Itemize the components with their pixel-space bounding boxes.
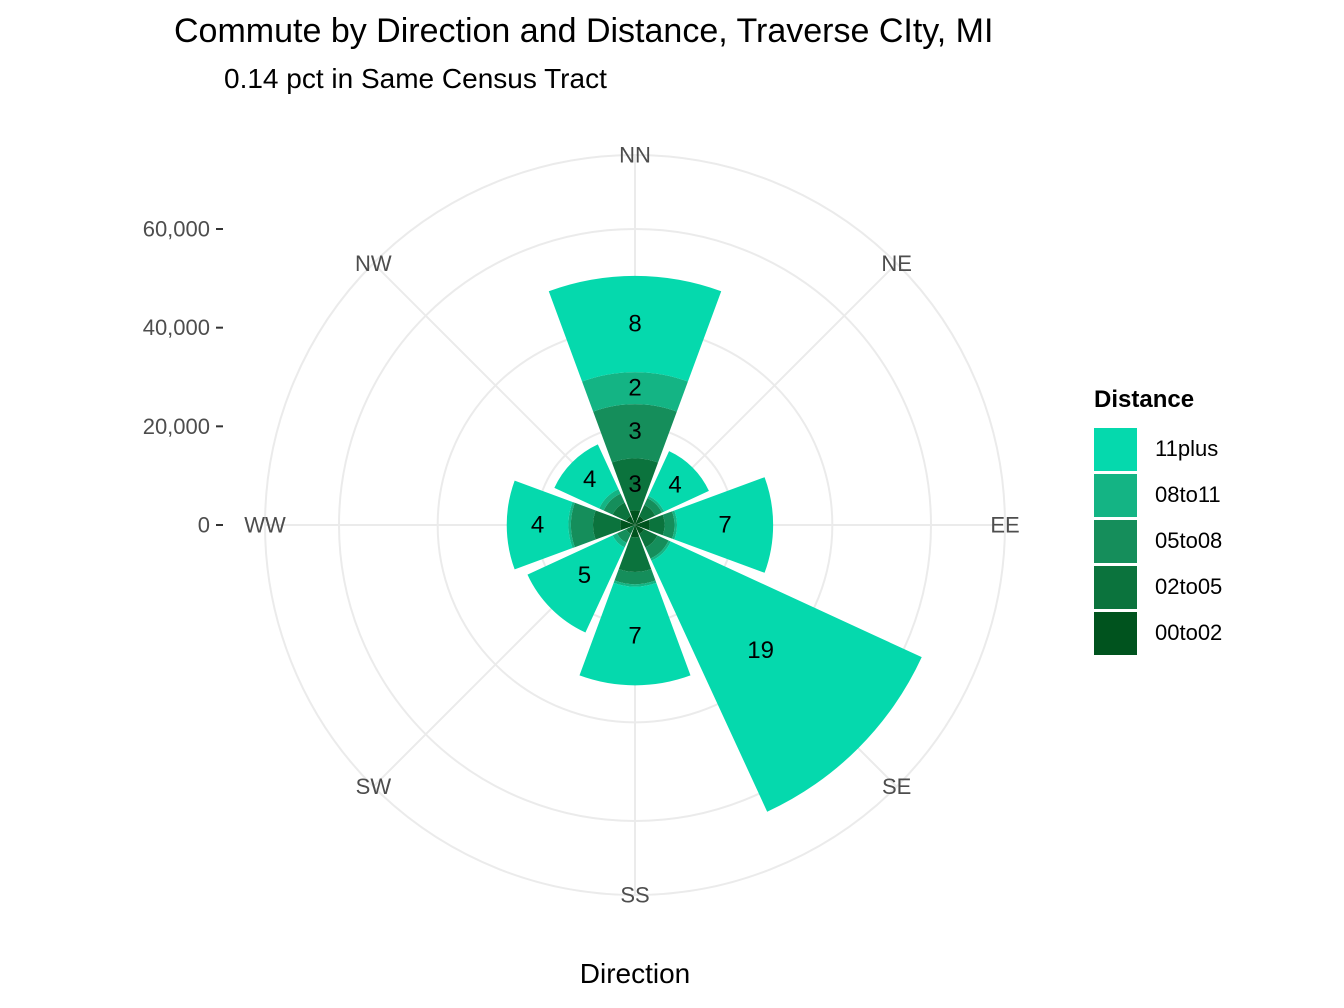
bar-SS-08to11 [613, 580, 657, 587]
bar-NN-11plus [548, 275, 722, 382]
bar-WW-08to11 [568, 501, 575, 549]
bar-NE-08to11 [647, 495, 665, 513]
bar-EE-02to05 [648, 514, 665, 536]
bar-EE-11plus [674, 477, 774, 573]
bar-label: 7 [628, 623, 641, 650]
bar-label: 4 [668, 471, 681, 498]
bar-NN-00to02 [629, 510, 641, 525]
chart-subtitle: 0.14 pct in Same Census Tract [224, 63, 607, 94]
direction-label: WW [244, 513, 286, 538]
legend-item: 00to02 [1094, 610, 1222, 656]
legend-label: 00to02 [1155, 620, 1223, 645]
bar-NE-02to05 [639, 504, 656, 521]
bar-EE-00to02 [635, 519, 650, 531]
bar-EE-05to08 [662, 511, 675, 539]
bar-SE-05to08 [645, 535, 669, 559]
y-tick-label: 0 [198, 513, 210, 538]
bar-label: 3 [628, 418, 641, 445]
bar-NN-08to11 [582, 372, 688, 412]
bars [506, 275, 922, 812]
chart-title: Commute by Direction and Distance, Trave… [174, 12, 994, 50]
bar-label: 7 [718, 512, 731, 539]
bar-WW-00to02 [620, 519, 635, 531]
legend-label: 08to11 [1155, 482, 1221, 507]
bar-label: 3 [628, 471, 641, 498]
bar-label: 4 [583, 466, 596, 493]
direction-label: SW [356, 774, 392, 799]
bar-WW-05to08 [570, 502, 596, 548]
direction-label: SE [882, 774, 911, 799]
bar-label: 5 [578, 562, 591, 589]
y-tick-label: 20,000 [143, 414, 210, 439]
bar-NW-05to08 [603, 493, 625, 515]
legend-item: 08to11 [1094, 472, 1222, 518]
direction-label: NE [881, 251, 912, 276]
bar-label: 4 [531, 512, 544, 539]
bar-SS-00to02 [630, 525, 640, 538]
bar-NW-00to02 [626, 516, 635, 525]
bar-SS-02to05 [618, 536, 652, 572]
y-tick-label: 40,000 [143, 315, 210, 340]
legend-item: 11plus [1094, 426, 1222, 472]
direction-label: EE [990, 513, 1019, 538]
bar-WW-02to05 [593, 510, 622, 540]
bar-SE-08to11 [650, 540, 671, 561]
bar-SW-08to11 [612, 533, 627, 548]
bar-SS-11plus [579, 582, 691, 686]
bar-NE-11plus [648, 451, 709, 512]
legend-key [1094, 565, 1137, 609]
bar-SE-11plus [651, 541, 922, 812]
bar-SW-02to05 [626, 525, 635, 534]
legend-label: 11plus [1155, 436, 1219, 461]
legend-key [1094, 427, 1137, 471]
bar-NE-00to02 [635, 516, 644, 525]
direction-label: NW [355, 251, 392, 276]
bar-label: 2 [628, 375, 641, 402]
bar-NN-05to08 [593, 404, 677, 463]
legend-label: 05to08 [1155, 528, 1223, 553]
legend: Distance 11plus 08to11 05to08 02to05 00to02 [1094, 386, 1222, 656]
bar-NW-11plus [554, 444, 619, 509]
legend-label: 02to05 [1155, 574, 1223, 599]
bar-WW-11plus [506, 480, 573, 570]
legend-key [1094, 473, 1137, 517]
axes: NN NE EE SE SS SW WW NW 0 20,000 40,000 60,000 [143, 143, 1020, 908]
bar-label: 8 [628, 310, 641, 337]
bar-SS-05to08 [614, 568, 656, 585]
bar-NW-02to05 [612, 502, 631, 521]
x-axis-label: Direction [579, 958, 691, 989]
y-tick-label: 60,000 [143, 217, 210, 242]
bar-SW-05to08 [617, 529, 631, 543]
legend-item: 05to08 [1094, 518, 1222, 564]
bar-SE-00to02 [635, 525, 644, 534]
bar-NN-02to05 [611, 458, 659, 512]
bar-label: 19 [747, 637, 774, 664]
legend-title: Distance [1094, 386, 1195, 413]
direction-label: SS [620, 883, 649, 908]
legend-item: 02to05 [1094, 564, 1222, 610]
bar-SE-02to05 [639, 529, 658, 548]
bar-NE-05to08 [644, 498, 662, 516]
legend-key [1094, 611, 1137, 655]
bar-SW-11plus [527, 535, 625, 633]
legend-key [1094, 519, 1137, 563]
bar-EE-08to11 [672, 510, 677, 540]
bar-NW-08to11 [599, 489, 621, 511]
direction-label: NN [619, 143, 651, 168]
